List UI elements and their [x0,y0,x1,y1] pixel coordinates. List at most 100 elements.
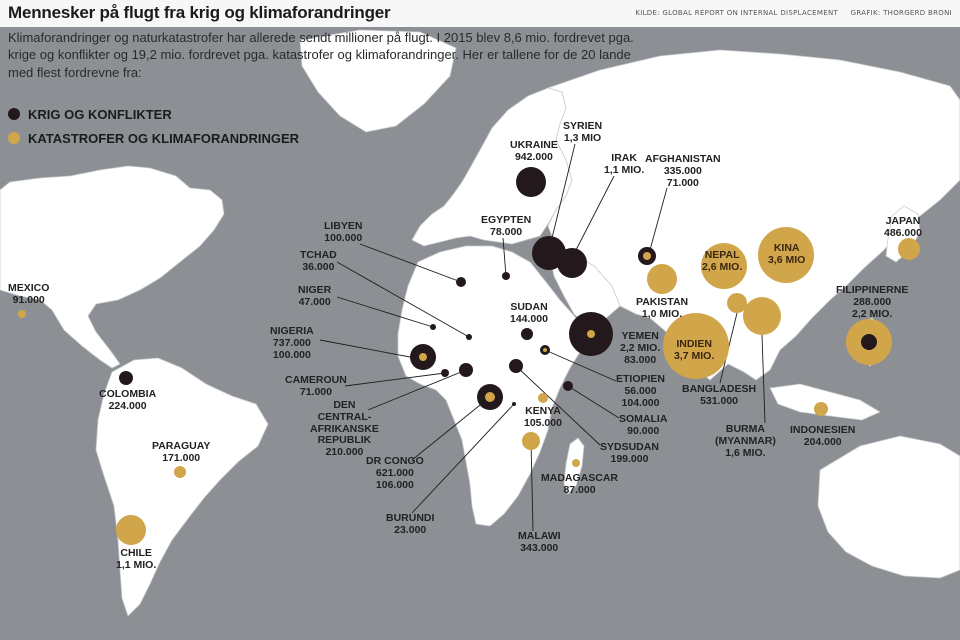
australia-land [817,435,960,579]
label-car-line: REPUBLIK [317,434,372,447]
label-madagascar-line: MADAGASCAR [541,472,618,484]
leader-line-libyen [359,243,462,283]
label-syrien-line: SYRIEN [563,120,603,132]
label-somalia: SOMALIA 90.000 [619,413,668,438]
bubble-colombia-conflict [119,371,133,385]
label-somalia-line: 90.000 [627,424,660,437]
label-libyen-line: 100.000 [324,231,363,244]
label-etiopien-line: 104.000 [621,396,660,409]
label-mexico: MEXICO 91.000 [8,282,49,307]
label-paraguay: PARAGUAY 171.000 [152,440,210,465]
header-bar: Mennesker på flugt fra krig og klimafora… [0,0,960,27]
label-kina-line: 3,6 MIO [768,253,806,266]
leader-line-syrien [551,143,576,239]
bubble-bangladesh-disaster [727,293,747,313]
label-ukraine-line: UKRAINE [510,139,558,151]
label-sudan-line: SUDAN [510,301,548,313]
label-madagascar: MADAGASCAR 87.000 [541,472,618,497]
label-syrien: SYRIEN 1,3 MIO [563,120,603,145]
label-kenya: KENYA 105.000 [524,405,562,430]
asia-land [546,49,960,381]
label-afghanistan-line: 71.000 [666,176,699,189]
label-syrien-line: 1,3 MIO [563,131,602,144]
label-etiopien: ETIOPIEN 56.000 104.000 [616,373,665,409]
legend-label-conflict: KRIG OG KONFLIKTER [28,106,172,122]
bubble-kina-disaster [758,227,814,283]
bubble-kenya-disaster [538,393,548,403]
label-etiopien-line: 56.000 [624,384,657,397]
label-bangladesh-line: 531.000 [700,394,739,407]
leader-line-egypten [502,237,507,277]
label-filippinerne-line: FILIPPINERNE [836,284,909,296]
bubble-paraguay-disaster [174,466,186,478]
label-nigeria-line: 100.000 [272,348,311,361]
label-nepal-line: NEPAL [704,249,740,261]
label-colombia-line: 224.000 [108,399,147,412]
leader-lines [319,143,766,532]
leader-line-afghanistan [649,187,668,251]
label-sudan: SUDAN 144.000 [510,301,548,326]
label-burma-line: BURMA [725,423,765,435]
label-niger-line: NIGER [298,284,332,296]
bubble-sydsudan-conflict [509,359,523,373]
label-somalia-line: SOMALIA [619,413,668,425]
label-malawi-line: MALAWI [518,530,561,542]
label-yemen: YEMEN 2,2 MIO. 83.000 [620,330,661,366]
bubble-mexico-disaster [18,310,26,318]
label-car-line: AFRIKANSKE [310,422,379,435]
label-indonesien-line: 204.000 [803,435,842,448]
label-car: DEN CENTRAL- AFRIKANSKE REPUBLIK 210.000 [310,399,379,459]
label-irak: IRAK 1,1 MIO. [604,152,644,177]
bubble-irak-conflict [557,248,587,278]
bubbles [18,167,920,545]
bubble-sudan-conflict [521,328,533,340]
land-masses [0,29,960,617]
label-japan-line: JAPAN [885,215,921,227]
label-egypten-line: EGYPTEN [481,214,532,226]
bubble-car-conflict [459,363,473,377]
leader-line-malawi [530,440,534,532]
label-pakistan: PAKISTAN 1,0 MIO. [636,296,689,321]
label-afghanistan-line: 335.000 [663,164,702,177]
bubble-filippinerne-conflict [861,334,877,350]
graphic-credit: GRAFIK: THORGERD BRONI [850,9,952,17]
label-yemen-line: 2,2 MIO. [620,341,661,354]
label-tchad: TCHAD 36.000 [300,249,337,274]
label-japan-line: 486.000 [884,226,922,239]
bubble-ukraine-conflict [516,167,546,197]
leader-line-burundi [411,403,515,514]
indonesia-land [769,383,881,421]
label-car-line: DEN [333,399,356,411]
label-indien-line: 3,7 MIO. [674,349,715,362]
intro-text: Klimaforandringer og naturkatastrofer ha… [8,30,634,80]
label-car-line: 210.000 [325,446,364,458]
label-yemen-line: YEMEN [621,330,659,342]
label-pakistan-line: PAKISTAN [636,296,689,308]
label-cameroun: CAMEROUN 71.000 [285,374,347,399]
bubble-indien-disaster [663,313,729,379]
label-libyen-line: LIBYEN [324,220,363,232]
legend-item-conflict: KRIG OG KONFLIKTER [8,102,299,126]
label-malawi-line: 343.000 [520,541,559,554]
label-drcongo: DR CONGO 621.000 106.000 [366,455,424,491]
legend-swatch-disaster [8,132,20,144]
label-ukraine-line: 942.000 [514,150,553,163]
bubble-burundi-conflict [512,402,516,406]
leader-line-burma [761,334,766,424]
label-filippinerne-line: 288.000 [853,295,892,308]
bubble-tchad-conflict [466,334,472,340]
label-burundi-line: BURUNDI [386,512,435,524]
label-madagascar-line: 87.000 [563,483,596,496]
label-sudan-line: 144.000 [510,312,548,325]
bubble-yemen-disaster [587,330,595,338]
legend-label-disaster: KATASTROFER OG KLIMAFORANDRINGER [28,130,300,146]
bubble-chile-disaster [116,515,146,545]
bubble-malawi-disaster [522,432,540,450]
label-afghanistan: AFGHANISTAN 335.000 71.000 [645,153,721,189]
label-yemen-line: 83.000 [624,353,657,366]
label-burma-line: (MYANMAR) [715,434,776,447]
label-kenya-line: 105.000 [524,416,562,429]
north-america-land [0,165,225,369]
